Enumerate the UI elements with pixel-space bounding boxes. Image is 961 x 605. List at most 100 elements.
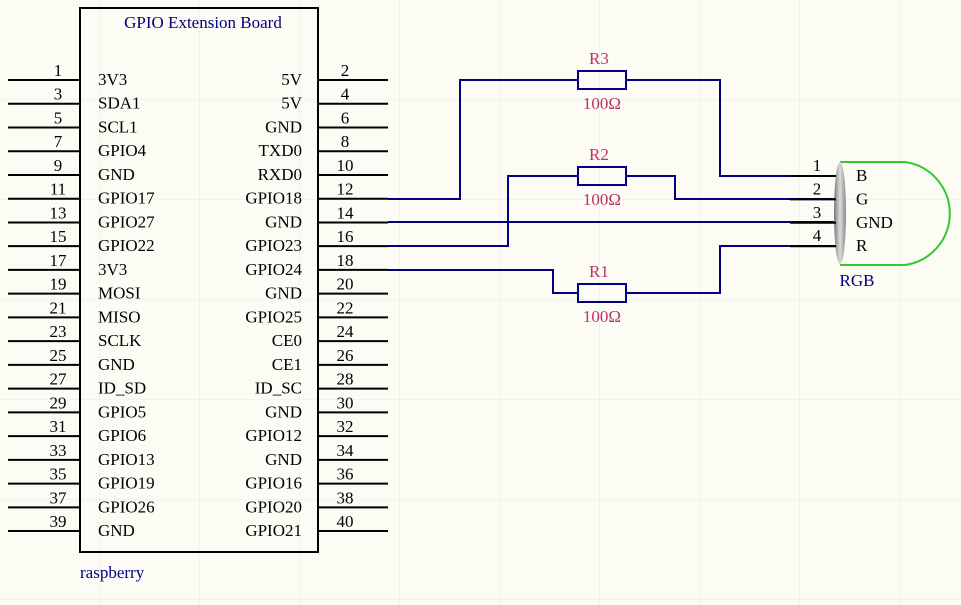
led-pin-number: 2 <box>813 179 822 198</box>
led-body <box>840 161 951 266</box>
pin-number: 27 <box>50 370 68 389</box>
resistor-value: 100Ω <box>583 307 621 326</box>
pin-number: 38 <box>337 488 354 507</box>
pin-name: CE0 <box>272 331 302 350</box>
pin-name: GPIO26 <box>98 497 155 516</box>
resistor <box>577 283 627 303</box>
pin-number: 7 <box>54 132 63 151</box>
pin-number: 24 <box>337 322 355 341</box>
board-box <box>79 7 319 553</box>
pin-name: GND <box>98 165 135 184</box>
board-footer: raspberry <box>80 563 145 582</box>
resistor-ref: R3 <box>589 49 609 68</box>
pin-number: 16 <box>337 227 354 246</box>
pin-number: 8 <box>341 132 350 151</box>
pin-name: GND <box>265 284 302 303</box>
pin-number: 4 <box>341 85 350 104</box>
led-pin-name: R <box>856 236 868 255</box>
resistor <box>577 70 627 90</box>
pin-number: 12 <box>337 180 354 199</box>
pin-name: GPIO25 <box>245 307 302 326</box>
pin-name: GND <box>265 402 302 421</box>
pin-name: ID_SC <box>255 379 302 398</box>
pin-number: 20 <box>337 275 354 294</box>
pin-name: GPIO19 <box>98 474 155 493</box>
led-label: RGB <box>840 271 875 290</box>
pin-name: 3V3 <box>98 260 127 279</box>
pin-number: 14 <box>337 203 355 222</box>
pin-name: GPIO18 <box>245 189 302 208</box>
pin-number: 37 <box>50 488 68 507</box>
pin-name: GPIO5 <box>98 402 146 421</box>
pin-name: GND <box>98 521 135 540</box>
wire <box>388 175 838 247</box>
wires <box>388 79 838 294</box>
pin-name: GPIO27 <box>98 212 155 231</box>
pin-number: 10 <box>337 156 354 175</box>
pin-name: GPIO17 <box>98 189 155 208</box>
pin-name: GND <box>98 355 135 374</box>
pin-name: GPIO13 <box>98 450 155 469</box>
pin-number: 31 <box>50 417 67 436</box>
pin-name: GND <box>265 450 302 469</box>
pin-name: 3V3 <box>98 70 127 89</box>
pin-number: 2 <box>341 61 350 80</box>
pin-number: 25 <box>50 346 67 365</box>
led-pin-name: B <box>856 166 867 185</box>
pin-name: GPIO4 <box>98 141 147 160</box>
pin-name: GND <box>265 117 302 136</box>
pin-name: ID_SD <box>98 379 146 398</box>
led-pin-number: 1 <box>813 156 822 175</box>
pin-name: SCL1 <box>98 117 138 136</box>
pin-number: 39 <box>50 512 67 531</box>
led-pin-number: 4 <box>813 226 822 245</box>
pin-name: GPIO23 <box>245 236 302 255</box>
pin-number: 30 <box>337 393 354 412</box>
pin-name: GPIO20 <box>245 497 302 516</box>
pin-number: 1 <box>54 61 63 80</box>
pin-number: 13 <box>50 203 67 222</box>
led-lens <box>834 162 846 264</box>
resistor-value: 100Ω <box>583 190 621 209</box>
pin-name: GPIO21 <box>245 521 302 540</box>
pin-name: GPIO12 <box>245 426 302 445</box>
pin-name: GPIO6 <box>98 426 146 445</box>
pin-name: GPIO22 <box>98 236 155 255</box>
resistor-value: 100Ω <box>583 94 621 113</box>
pin-number: 15 <box>50 227 67 246</box>
pin-number: 33 <box>50 441 67 460</box>
pin-number: 34 <box>337 441 355 460</box>
pin-number: 17 <box>50 251 68 270</box>
pin-number: 6 <box>341 108 350 127</box>
pin-number: 32 <box>337 417 354 436</box>
pin-name: GPIO24 <box>245 260 302 279</box>
pin-name: MOSI <box>98 284 141 303</box>
wire <box>388 245 838 294</box>
resistor-ref: R2 <box>589 145 609 164</box>
pin-number: 26 <box>337 346 354 365</box>
led-pin-name: G <box>856 189 868 208</box>
led-pin-number: 3 <box>813 203 822 222</box>
pin-number: 22 <box>337 298 354 317</box>
pin-number: 18 <box>337 251 354 270</box>
pin-number: 29 <box>50 393 67 412</box>
pin-number: 35 <box>50 465 67 484</box>
wire <box>388 79 838 200</box>
pin-name: RXD0 <box>258 165 302 184</box>
resistor-ref: R1 <box>589 262 609 281</box>
pin-number: 5 <box>54 108 63 127</box>
board-title: GPIO Extension Board <box>124 13 282 32</box>
pin-number: 28 <box>337 370 354 389</box>
pin-number: 23 <box>50 322 67 341</box>
pin-name: GND <box>265 212 302 231</box>
pin-number: 9 <box>54 156 63 175</box>
pin-name: MISO <box>98 307 141 326</box>
pin-name: CE1 <box>272 355 302 374</box>
pin-number: 3 <box>54 85 63 104</box>
pin-name: GPIO16 <box>245 474 302 493</box>
pin-name: TXD0 <box>259 141 302 160</box>
pin-name: 5V <box>281 70 303 89</box>
